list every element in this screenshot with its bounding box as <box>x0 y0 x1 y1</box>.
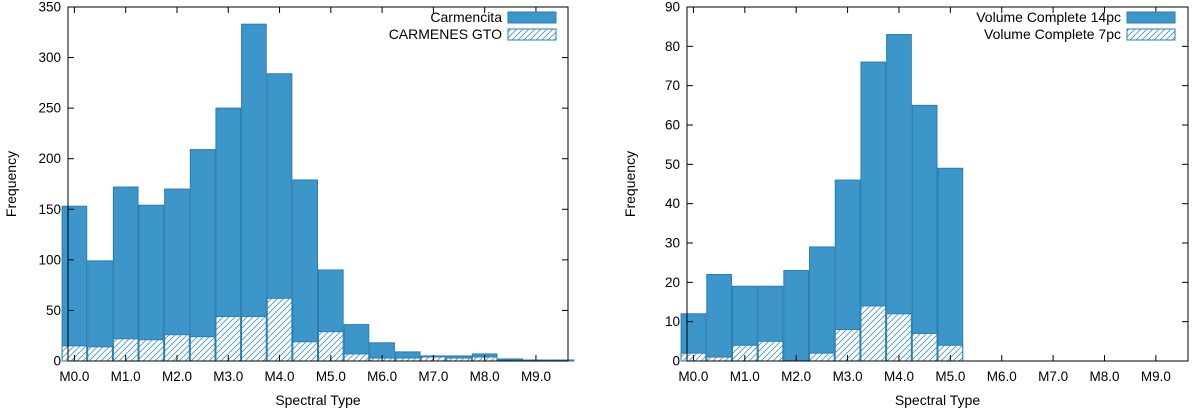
legend-swatch <box>1126 11 1176 24</box>
x-tick-label: M8.0 <box>1089 369 1119 384</box>
bar-M2.5 <box>189 149 216 362</box>
y-tick-label: 60 <box>665 118 680 133</box>
legend-label: Volume Complete 7pc <box>984 26 1121 42</box>
x-axis-label: Spectral Type <box>895 392 981 408</box>
y-tick-label: 0 <box>53 354 61 369</box>
y-tick-label: 90 <box>665 0 680 15</box>
y-tick-label: 20 <box>665 275 680 290</box>
bar-M0.5 <box>87 346 113 362</box>
y-tick-label: 70 <box>665 78 680 93</box>
bar-M4.5 <box>292 179 319 362</box>
y-tick-label: 80 <box>665 39 680 54</box>
bar-M0.5 <box>87 260 113 362</box>
bar-M4.5 <box>292 341 319 362</box>
y-tick-label: 10 <box>665 314 680 329</box>
x-tick-label: M5.0 <box>935 369 965 384</box>
bar-M2.5 <box>809 246 835 362</box>
bar-M4.5 <box>911 104 938 362</box>
bar-M2.5 <box>809 352 835 362</box>
x-tick-label: M1.0 <box>730 369 760 384</box>
y-tick-label: 150 <box>38 202 61 217</box>
y-tick-label: 40 <box>665 196 680 211</box>
y-tick-label: 50 <box>665 157 680 172</box>
y-tick-label: 300 <box>38 50 61 65</box>
bar-M1.5 <box>757 340 784 362</box>
bar-M3.5 <box>860 305 887 362</box>
legend-swatch <box>1126 28 1176 41</box>
legend-label: Volume Complete 14pc <box>976 9 1121 25</box>
bar-M0.5 <box>706 273 732 362</box>
legend-swatch <box>507 11 557 24</box>
plot-frame <box>67 6 569 362</box>
bar-M4.0 <box>886 34 912 362</box>
y-axis-label: Frequency <box>622 151 638 217</box>
x-tick-label: M1.0 <box>111 369 141 384</box>
x-tick-label: M9.0 <box>521 369 551 384</box>
x-tick-label: M7.0 <box>418 369 448 384</box>
x-tick-label: M2.0 <box>781 369 811 384</box>
bar-M2.5 <box>189 336 216 362</box>
bar-M4.5 <box>911 332 938 362</box>
bar-M3.5 <box>241 315 267 362</box>
x-tick-label: M4.0 <box>265 369 295 384</box>
y-tick-label: 350 <box>38 0 61 15</box>
x-tick-label: M4.0 <box>884 369 914 384</box>
series-solid <box>61 23 575 362</box>
legend-swatch <box>507 28 557 41</box>
bar-M2.0 <box>783 270 810 362</box>
bar-M0.5 <box>706 356 732 362</box>
bar-M4.0 <box>886 313 912 362</box>
right-histogram: 0 10 20 30 40 50 60 70 80 90 M0.0 M1.0 M2.0 M3.0 M4.0 M… <box>622 0 1189 408</box>
x-tick-label: M6.0 <box>367 369 397 384</box>
bar-M3.5 <box>241 23 267 362</box>
bar-M5.5 <box>343 353 370 362</box>
y-tick-label: 50 <box>46 303 61 318</box>
y-tick-label: 0 <box>672 354 680 369</box>
x-axis-label: Spectral Type <box>275 392 361 408</box>
x-tick-label: M5.0 <box>316 369 346 384</box>
y-tick-label: 200 <box>38 151 61 166</box>
x-tick-label: M9.0 <box>1141 369 1171 384</box>
x-tick-label: M0.0 <box>678 369 708 384</box>
x-tick-label: M0.0 <box>59 369 89 384</box>
bar-M1.5 <box>138 339 165 362</box>
legend-label: Carmencita <box>430 9 502 25</box>
x-tick-label: M3.0 <box>213 369 243 384</box>
bar-M3.0 <box>215 315 242 362</box>
x-tick-label: M3.0 <box>833 369 863 384</box>
x-tick-label: M8.0 <box>470 369 500 384</box>
left-histogram: 0 50 100 150 200 250 300 350 M0.0 M1.0 M2.0 M3.0 M4.… <box>3 0 575 408</box>
y-tick-label: 100 <box>38 252 61 267</box>
bar-M1.5 <box>138 204 165 362</box>
plot-frame <box>686 6 1189 362</box>
series-hatched <box>61 297 524 362</box>
series-solid <box>680 34 964 362</box>
bar-M0.0 <box>61 205 88 362</box>
legend-label: CARMENES GTO <box>389 26 502 42</box>
y-tick-label: 250 <box>38 101 61 116</box>
x-tick-label: M7.0 <box>1038 369 1068 384</box>
x-tick-label: M6.0 <box>987 369 1017 384</box>
bar-M2.0 <box>164 188 190 362</box>
y-tick-label: 30 <box>665 236 680 251</box>
series-hatched <box>680 305 964 362</box>
bar-M1.0 <box>112 186 139 362</box>
y-axis-label: Frequency <box>3 151 19 217</box>
bar-M4.0 <box>266 297 293 362</box>
x-tick-label: M2.0 <box>162 369 192 384</box>
bar-M5.0 <box>937 167 964 362</box>
